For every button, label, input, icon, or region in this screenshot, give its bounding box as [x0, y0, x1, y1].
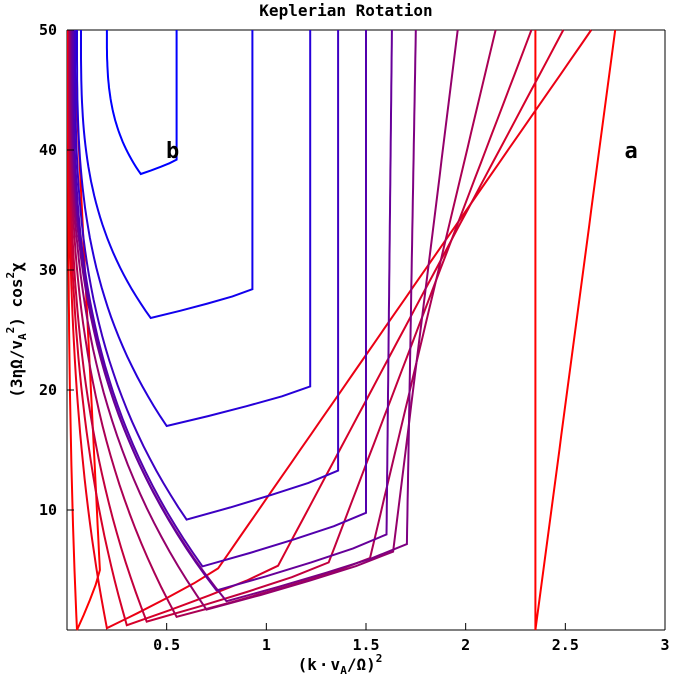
y-axis-title: (3ηΩ/vA2) cos2χ — [4, 262, 29, 398]
contour-line — [72, 30, 367, 568]
contour-line — [80, 30, 254, 320]
y-tick-label: 20 — [39, 381, 57, 399]
x-tick-label: 1.5 — [352, 636, 379, 654]
contour-line — [534, 29, 617, 631]
contour-curves — [67, 29, 617, 631]
contour-line — [105, 30, 178, 176]
contour-line — [68, 29, 533, 623]
x-tick-label: 1 — [262, 636, 271, 654]
y-tick-label: 40 — [39, 141, 57, 159]
x-tick-label: 3 — [660, 636, 669, 654]
y-tick-label: 10 — [39, 501, 57, 519]
svg-text:(k·vA/Ω)2: (k · vA/Ω)2 — [298, 652, 383, 677]
contour-line — [69, 29, 459, 611]
contour-line — [70, 29, 417, 603]
x-axis-title: (k · vA/Ω)2 — [298, 652, 383, 677]
contour-line — [71, 29, 393, 592]
contour-line — [67, 29, 593, 630]
chart-title: Keplerian Rotation — [259, 1, 432, 20]
x-tick-label: 2.5 — [552, 636, 579, 654]
contour-line — [67, 29, 565, 627]
x-tick-label: 2 — [461, 636, 470, 654]
y-tick-label: 30 — [39, 261, 57, 279]
curve-label-a: a — [624, 139, 637, 164]
contour-line — [76, 30, 312, 428]
contour-line — [74, 30, 340, 521]
curve-label-b: b — [166, 139, 179, 164]
y-axis-ticks: 10 20 30 40 50 — [39, 21, 74, 519]
x-axis-ticks: 0.5 1 1.5 2 2.5 3 — [153, 623, 670, 654]
y-tick-label: 50 — [39, 21, 57, 39]
svg-text:(3ηΩ/vA2) cos2χ: (3ηΩ/vA2) cos2χ — [4, 262, 29, 398]
contour-line — [68, 29, 497, 618]
x-tick-label: 0.5 — [153, 636, 180, 654]
